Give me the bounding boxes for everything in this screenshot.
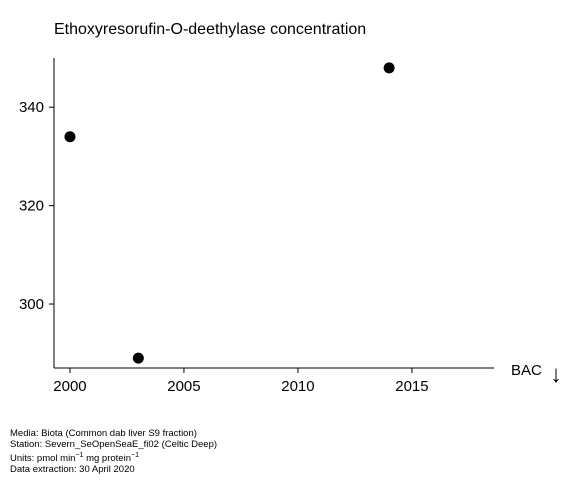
data-points (64, 62, 395, 364)
data-point (64, 131, 76, 143)
x-tick-label: 2000 (53, 378, 86, 395)
media-text: Media: Biota (Common dab liver S9 fracti… (10, 428, 197, 439)
y-tick-label: 340 (19, 99, 44, 116)
y-tick-label: 320 (19, 198, 44, 215)
chart-axes (53, 58, 494, 369)
axis-ticks: 2000 2005 2010 2015 300 320 340 (19, 99, 429, 395)
metadata-footer: Media: Biota (Common dab liver S9 fracti… (10, 428, 217, 475)
chart-title: Ethoxyresorufin-O-deethylase concentrati… (54, 21, 366, 38)
bac-label: BAC (511, 362, 542, 379)
data-point (132, 352, 144, 364)
x-tick-label: 2005 (167, 378, 200, 395)
x-tick-label: 2010 (281, 378, 314, 395)
y-tick-label: 300 (19, 296, 44, 313)
data-point (383, 62, 395, 74)
extraction-text: Data extraction: 30 April 2020 (10, 464, 135, 475)
units-text: Units: pmol min−1 mg protein−1 (10, 452, 139, 464)
bac-arrow-icon: ↓ (550, 361, 562, 388)
station-text: Station: Severn_SeOpenSeaE_fi02 (Celtic … (10, 439, 218, 450)
x-tick-label: 2015 (395, 378, 428, 395)
